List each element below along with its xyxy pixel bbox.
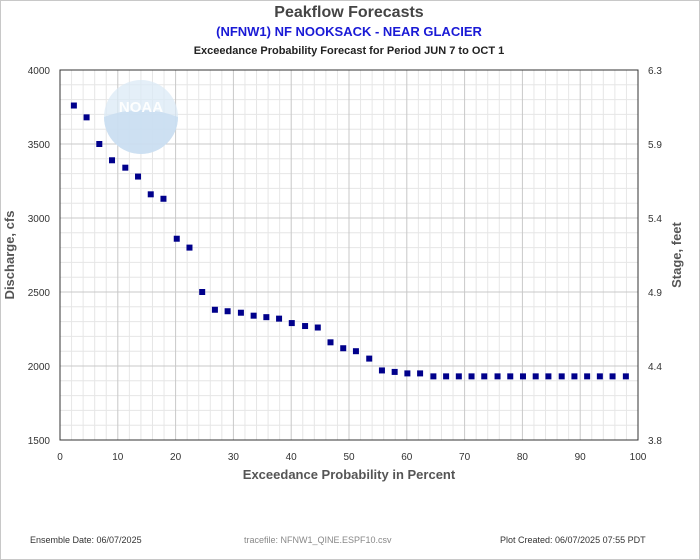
forecast-period-label: Exceedance Probability Forecast for Peri… [193, 45, 505, 57]
plot-created-date: Plot Created: 06/07/2025 07:55 PDT [500, 535, 646, 545]
y-axis-title: Discharge, cfs [2, 211, 17, 300]
data-point [558, 373, 565, 380]
data-point [186, 244, 193, 251]
data-point [532, 373, 539, 380]
data-point [211, 306, 218, 313]
y-tick-label: 2500 [28, 288, 51, 299]
y2-tick-label: 5.4 [648, 214, 662, 225]
data-point [571, 373, 578, 380]
data-point [455, 373, 462, 380]
y-tick-label: 3500 [28, 140, 51, 151]
chart-title: Peakflow Forecasts [274, 4, 424, 21]
y2-tick-label: 6.3 [648, 66, 662, 77]
y-tick-label: 4000 [28, 66, 51, 77]
y2-axis-title: Stage, feet [669, 221, 684, 287]
data-point [314, 324, 321, 331]
data-point [250, 312, 257, 319]
data-point [122, 164, 129, 171]
y-tick-label: 3000 [28, 214, 51, 225]
data-point [263, 314, 270, 321]
data-point [173, 235, 180, 242]
data-point [443, 373, 450, 380]
data-point [391, 368, 398, 375]
y-tick-label: 2000 [28, 362, 51, 373]
x-axis-title: Exceedance Probability in Percent [243, 467, 456, 482]
data-point [83, 114, 90, 121]
data-point [70, 102, 77, 109]
x-tick-label: 20 [170, 452, 182, 463]
y2-tick-label: 3.8 [648, 436, 662, 447]
data-point [584, 373, 591, 380]
data-point [481, 373, 488, 380]
x-tick-label: 90 [575, 452, 587, 463]
data-point [352, 348, 359, 355]
data-point [378, 367, 385, 374]
x-tick-label: 30 [228, 452, 240, 463]
x-tick-label: 80 [517, 452, 529, 463]
x-tick-label: 60 [401, 452, 413, 463]
data-point [545, 373, 552, 380]
x-tick-label: 40 [286, 452, 298, 463]
data-point [147, 191, 154, 198]
x-tick-label: 0 [57, 452, 63, 463]
y2-tick-label: 4.4 [648, 362, 662, 373]
data-point [276, 315, 283, 322]
y2-tick-label: 5.9 [648, 140, 662, 151]
plot-border [59, 69, 639, 441]
station-subtitle: (NFNW1) NF NOOKSACK - NEAR GLACIER [216, 24, 482, 39]
data-point [135, 173, 142, 180]
data-point [109, 157, 116, 164]
data-point [302, 323, 309, 330]
x-tick-label: 10 [112, 452, 124, 463]
data-point [468, 373, 475, 380]
tracefile-label: tracefile: NFNW1_QINE.ESPF10.csv [244, 535, 392, 545]
data-point [199, 289, 206, 295]
noaa-logo-text: NOAA [119, 99, 163, 116]
data-point [622, 373, 629, 380]
data-point [288, 320, 295, 327]
data-point [96, 141, 103, 147]
data-point [160, 195, 167, 202]
data-point [404, 370, 411, 377]
x-tick-label: 70 [459, 452, 471, 463]
x-tick-label: 50 [343, 452, 355, 463]
data-point [327, 339, 334, 346]
noaa-logo: NOAA [104, 80, 178, 154]
data-point [609, 373, 616, 380]
x-tick-label: 100 [630, 452, 647, 463]
ensemble-date: Ensemble Date: 06/07/2025 [30, 535, 142, 545]
data-point [596, 373, 603, 380]
data-point [519, 373, 526, 380]
data-point [507, 373, 514, 380]
y-tick-label: 1500 [28, 436, 51, 447]
data-point [417, 370, 424, 377]
data-point [494, 373, 501, 380]
data-point [340, 345, 347, 352]
y2-tick-label: 4.9 [648, 288, 662, 299]
data-point [366, 355, 373, 362]
data-point [224, 308, 231, 315]
data-point [430, 373, 437, 380]
data-point [237, 309, 244, 316]
